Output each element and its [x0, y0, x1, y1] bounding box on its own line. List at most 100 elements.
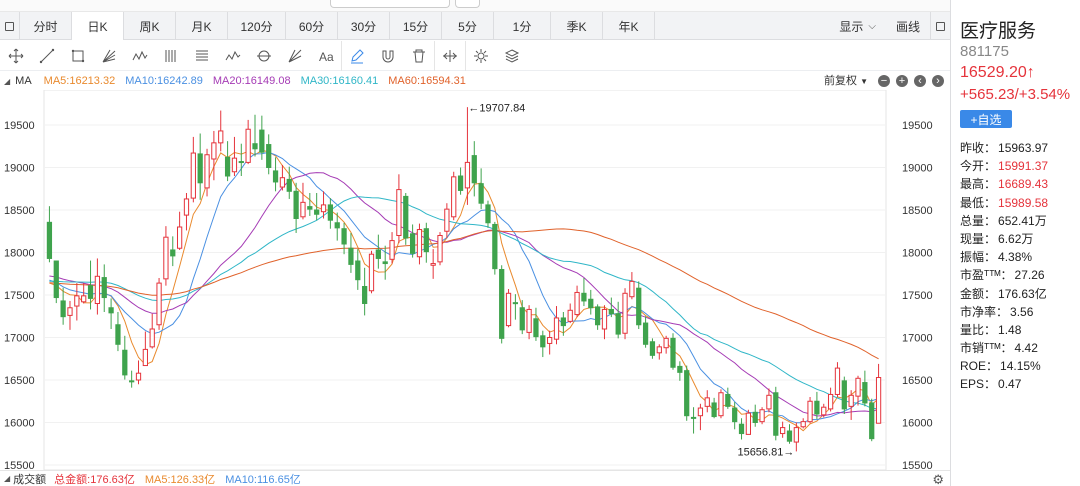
- tab-2[interactable]: 周K: [124, 12, 176, 40]
- tab-8[interactable]: 5分: [442, 12, 494, 40]
- candle-body: [218, 130, 224, 144]
- panel-toggle-icon[interactable]: [930, 12, 950, 40]
- candle-body: [423, 228, 429, 253]
- tab-11[interactable]: 年K: [603, 12, 655, 40]
- pen-icon[interactable]: [341, 40, 372, 71]
- zoom-in-icon[interactable]: +: [896, 75, 908, 87]
- ma-legend-item: MA20:16149.08: [212, 75, 291, 87]
- candle: [190, 136, 196, 203]
- tab-6[interactable]: 30分: [338, 12, 390, 40]
- add-watchlist-button[interactable]: +自选: [960, 110, 1012, 128]
- kline-chart[interactable]: 19500 19500 19000 19000 18500 18500 18000 18000…: [0, 90, 950, 470]
- candle-body: [704, 397, 710, 407]
- candle: [149, 313, 155, 349]
- fan-icon[interactable]: [93, 41, 124, 71]
- tab-5[interactable]: 60分: [286, 12, 338, 40]
- rectangle-icon[interactable]: [62, 41, 93, 71]
- tab-3[interactable]: 月K: [176, 12, 228, 40]
- candle-body: [594, 306, 601, 326]
- text-icon[interactable]: Aa: [310, 41, 341, 71]
- magnet-icon[interactable]: [372, 41, 403, 71]
- candle: [642, 316, 649, 348]
- tab-7[interactable]: 15分: [390, 12, 442, 40]
- candle: [94, 258, 101, 315]
- candle: [574, 285, 580, 318]
- y-tick-label-left: 15500: [4, 460, 35, 470]
- stat-row: 今开： 15991.37: [960, 157, 1080, 175]
- collapse-triangle-icon[interactable]: ◢: [4, 474, 11, 483]
- tab-9[interactable]: 1分: [494, 12, 551, 40]
- candle: [464, 107, 471, 205]
- candle-body: [848, 394, 854, 407]
- wave-icon[interactable]: [124, 41, 155, 71]
- search-button[interactable]: [455, 0, 480, 8]
- candle: [348, 232, 354, 273]
- candle-body: [279, 177, 286, 188]
- settings-icon[interactable]: ⚙: [932, 472, 944, 486]
- hide-icon[interactable]: [434, 40, 465, 71]
- candle-body: [259, 129, 265, 153]
- volume-legend-item: 总金额:176.63亿: [54, 473, 135, 486]
- candle-body: [409, 233, 416, 254]
- stat-row: 现量： 6.62万: [960, 230, 1080, 248]
- draw-line-button[interactable]: 画线: [895, 19, 920, 34]
- candle-body: [451, 176, 457, 218]
- candle: [457, 167, 464, 195]
- stat-row: 市盈ᵀᵀᴹ： 27.26: [960, 266, 1080, 284]
- candle-body: [677, 365, 683, 373]
- candle: [547, 330, 553, 355]
- display-menu[interactable]: 显示 ⌵: [829, 12, 886, 40]
- layers-icon[interactable]: [496, 41, 527, 71]
- settings-icon[interactable]: [465, 40, 496, 71]
- sidebar-toggle-icon[interactable]: [0, 12, 20, 40]
- parallel-lines-icon[interactable]: [155, 41, 186, 71]
- candle: [848, 390, 854, 420]
- candle-body: [176, 226, 183, 249]
- collapse-triangle-icon[interactable]: ◢: [4, 76, 11, 86]
- candle-body: [67, 307, 73, 316]
- line-icon[interactable]: [31, 41, 62, 71]
- gann-icon[interactable]: [279, 41, 310, 71]
- candle-body: [231, 157, 238, 173]
- candle: [608, 297, 614, 318]
- trash-icon[interactable]: [403, 41, 434, 71]
- candle: [74, 283, 80, 321]
- tab-10[interactable]: 季K: [551, 12, 603, 40]
- stat-value: 4.42: [1014, 341, 1038, 356]
- candle-body: [827, 393, 834, 410]
- pan-left-icon[interactable]: ‹: [914, 75, 926, 87]
- candle-body: [135, 372, 142, 381]
- tab-0[interactable]: 分时: [20, 12, 72, 40]
- candle-body: [375, 249, 381, 259]
- cycle-icon[interactable]: [248, 41, 279, 71]
- stat-label: 市盈ᵀᵀᴹ：: [960, 268, 1013, 283]
- y-tick-label-right: 18000: [902, 248, 933, 260]
- ma30-line: [49, 196, 879, 410]
- adjust-dropdown[interactable]: 前复权 ▼: [824, 72, 868, 88]
- candle: [355, 249, 361, 290]
- candle-body: [759, 409, 765, 423]
- pattern-icon[interactable]: [217, 41, 248, 71]
- candle: [135, 360, 142, 385]
- crosshair-icon[interactable]: [0, 41, 31, 71]
- zoom-out-icon[interactable]: −: [878, 75, 890, 87]
- candle: [67, 300, 73, 330]
- tab-4[interactable]: 120分: [228, 12, 286, 40]
- candle-body: [389, 240, 395, 260]
- tab-1[interactable]: 日K: [72, 12, 124, 40]
- candle: [834, 362, 841, 397]
- pan-right-icon[interactable]: ›: [932, 75, 944, 87]
- search-input[interactable]: [330, 0, 450, 8]
- y-tick-label-right: 15500: [902, 460, 933, 470]
- candle: [821, 403, 827, 418]
- candle: [786, 424, 793, 444]
- candle: [478, 168, 484, 210]
- fibonacci-icon[interactable]: [186, 41, 217, 71]
- candle: [512, 294, 519, 320]
- candle-body: [752, 411, 758, 423]
- candle-body: [430, 263, 436, 266]
- y-tick-label-right: 17500: [902, 290, 933, 302]
- candle-body: [46, 221, 53, 259]
- chevron-down-icon: ▼: [860, 77, 868, 86]
